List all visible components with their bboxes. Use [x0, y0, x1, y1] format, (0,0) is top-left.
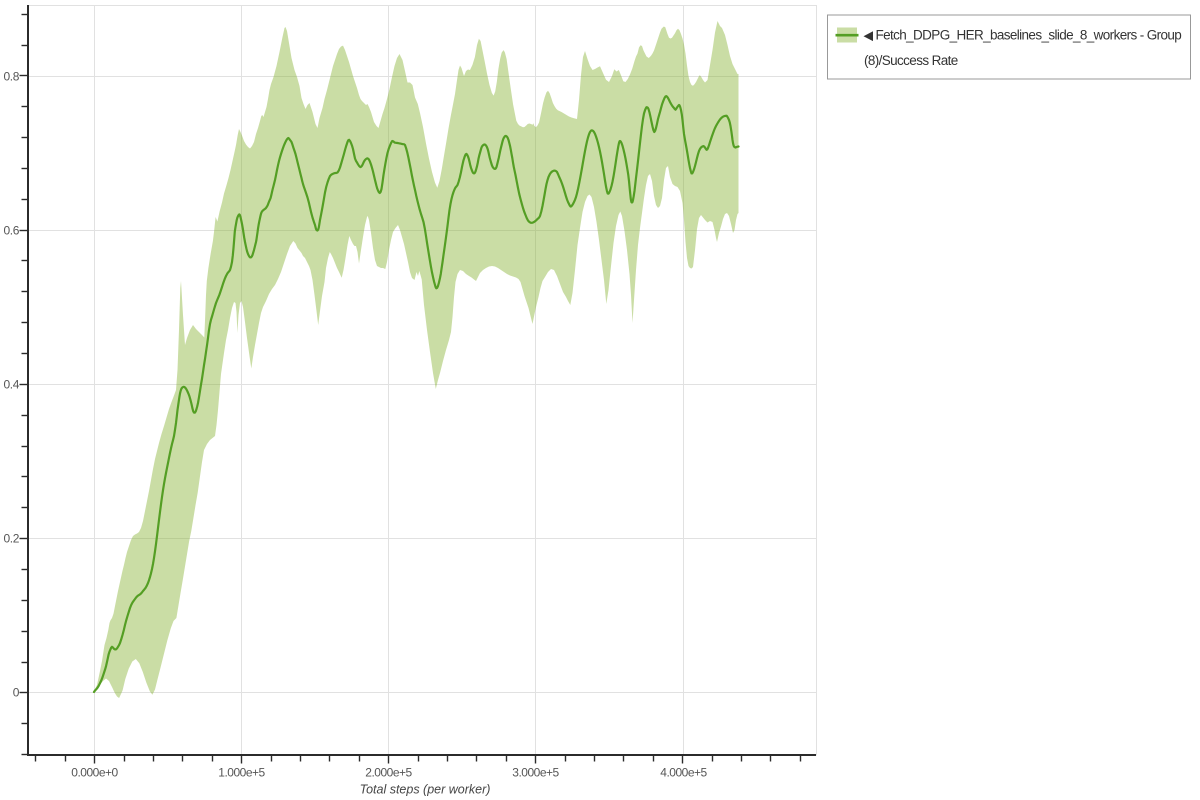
svg-text:(8)/Success Rate: (8)/Success Rate: [864, 53, 958, 68]
svg-text:0.8: 0.8: [4, 70, 20, 84]
svg-text:0.6: 0.6: [4, 224, 20, 238]
svg-text:0.4: 0.4: [4, 378, 20, 392]
svg-text:Fetch_DDPG_HER_baselines_slide: Fetch_DDPG_HER_baselines_slide_8_workers…: [876, 27, 1182, 42]
svg-text:Total steps (per worker): Total steps (per worker): [360, 783, 491, 797]
svg-text:3.000e+5: 3.000e+5: [512, 766, 559, 780]
svg-text:0.000e+0: 0.000e+0: [71, 766, 118, 780]
svg-text:0: 0: [13, 686, 20, 700]
svg-text:2.000e+5: 2.000e+5: [365, 766, 412, 780]
svg-text:0.2: 0.2: [4, 532, 20, 546]
svg-text:4.000e+5: 4.000e+5: [660, 766, 707, 780]
svg-text:1.000e+5: 1.000e+5: [218, 766, 265, 780]
